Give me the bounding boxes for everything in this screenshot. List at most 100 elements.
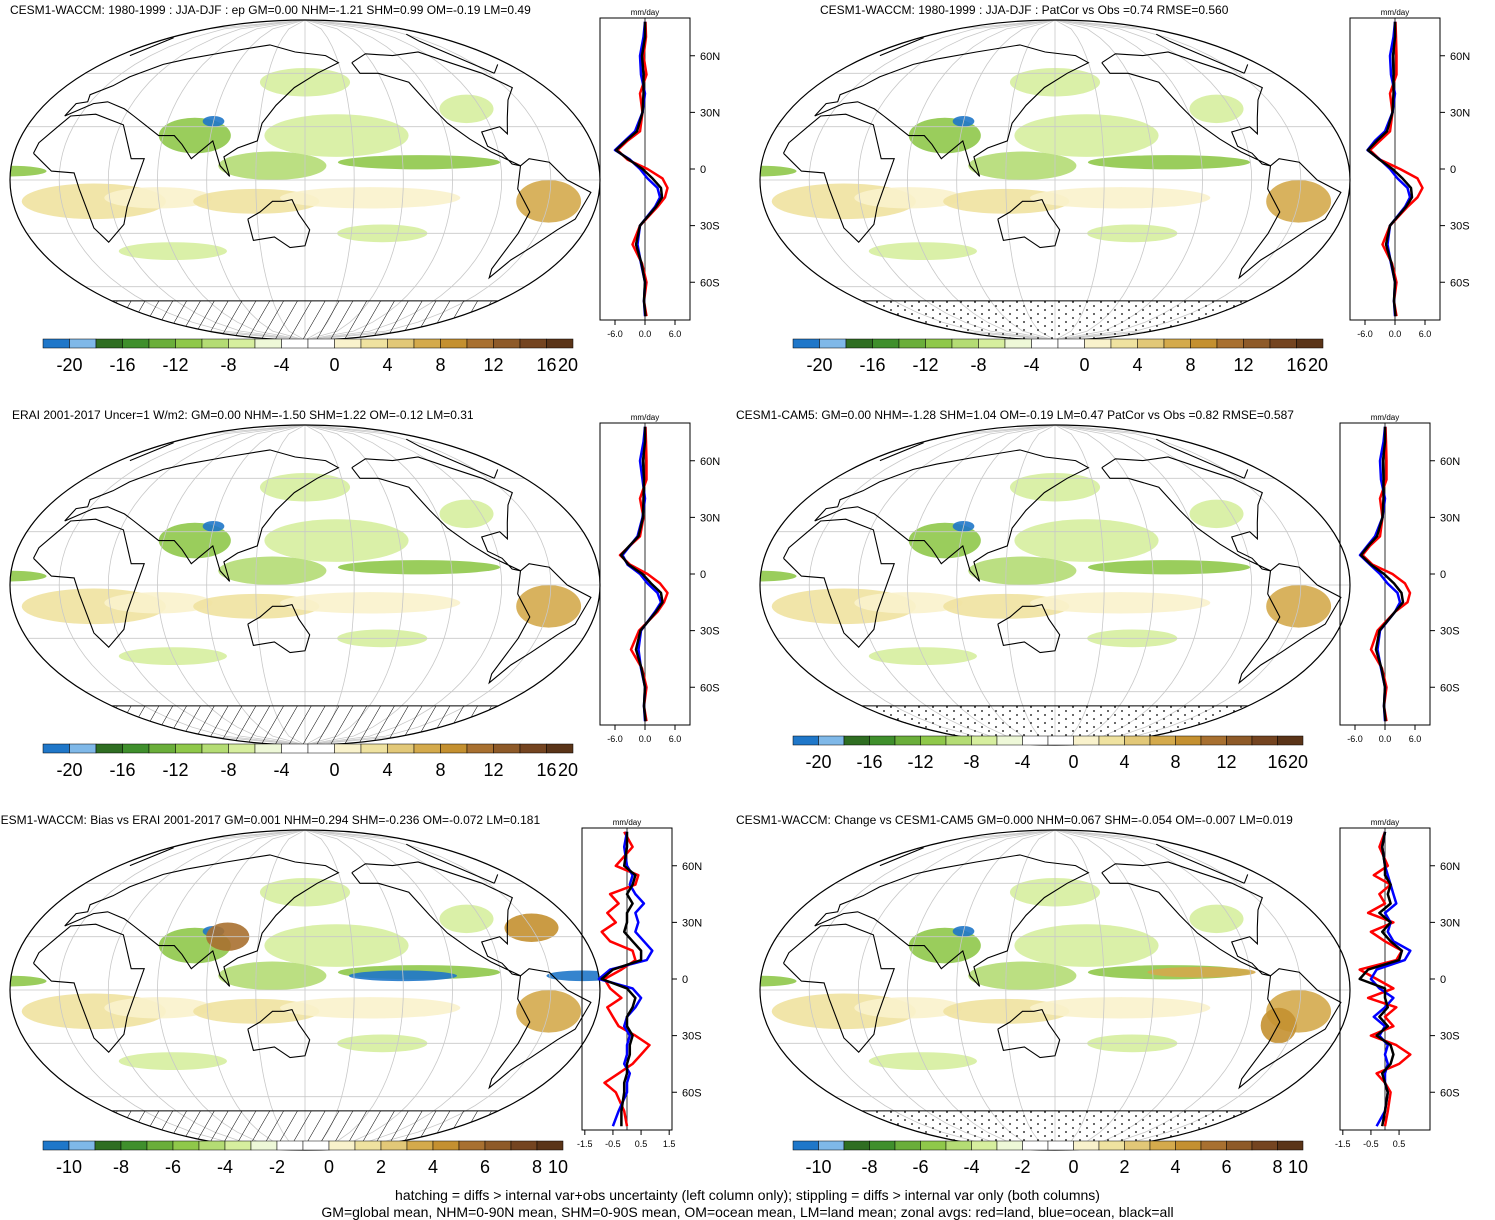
- colorbar-swatch: [843, 1140, 870, 1151]
- field-contour: [1189, 904, 1244, 934]
- map-plot: [759, 424, 1351, 746]
- coastline: [488, 158, 592, 280]
- colorbar-tick-label: 0: [329, 760, 339, 780]
- colorbar-swatch: [334, 743, 362, 754]
- colorbar-swatch: [328, 1140, 356, 1151]
- footer-line-2: GM=global mean, NHM=0-90N mean, SHM=0-90…: [321, 1204, 1174, 1220]
- colorbar-swatch: [201, 338, 229, 349]
- longitude-gridline: [808, 425, 1056, 745]
- coastline: [488, 563, 592, 685]
- colorbar-tick-label: -10: [56, 1157, 82, 1177]
- colorbar-swatch: [945, 735, 972, 746]
- coastline: [247, 603, 311, 654]
- coastline: [879, 33, 1249, 74]
- longitude-gridline: [1054, 830, 1105, 1150]
- colorbar-swatch: [120, 1140, 148, 1151]
- land-zonal-series: [1361, 426, 1412, 722]
- colorbar-swatch: [792, 338, 820, 349]
- all-zonal-series: [600, 831, 643, 1127]
- x-tick-label: -0.5: [605, 1139, 621, 1149]
- colorbar-tick-label: -20: [56, 355, 82, 375]
- colorbar-tick-label: 8: [1170, 752, 1180, 772]
- colorbar-tick-label: 0: [324, 1157, 334, 1177]
- coastline: [247, 198, 311, 249]
- colorbar-tick-label: -12: [162, 355, 188, 375]
- colorbar-tick-label: -4: [217, 1157, 233, 1177]
- longitude-gridline: [857, 425, 1056, 745]
- map-plot: [759, 829, 1351, 1151]
- colorbar-swatch: [845, 338, 873, 349]
- colorbar-swatch: [519, 338, 547, 349]
- colorbar-swatch: [1137, 338, 1165, 349]
- coastline: [129, 33, 499, 74]
- colorbar-swatch: [307, 743, 335, 754]
- colorbar-swatch: [493, 338, 521, 349]
- colorbar-swatch: [466, 743, 494, 754]
- colorbar-swatch: [1149, 735, 1176, 746]
- coastline: [814, 44, 1090, 177]
- longitude-gridline: [206, 830, 306, 1150]
- longitude-gridline: [304, 425, 453, 745]
- colorbar-swatch: [996, 1140, 1023, 1151]
- colorbar-swatch: [546, 338, 574, 349]
- x-tick-label: -6.0: [607, 734, 623, 744]
- latitude-tick-label: 30S: [700, 221, 720, 233]
- colorbar-swatch: [175, 338, 203, 349]
- longitude-gridline: [808, 20, 1056, 340]
- field-contour: [968, 961, 1077, 990]
- colorbar-swatch: [1073, 735, 1100, 746]
- colorbar-tick-label: 8: [532, 1157, 542, 1177]
- colorbar-swatch: [360, 338, 388, 349]
- longitude-gridline: [907, 20, 1056, 340]
- colorbar-tick-label: 12: [1216, 752, 1236, 772]
- panel-1: CESM1-WACCM: 1980-1999 : JJA-DJF : ep GM…: [0, 0, 720, 395]
- coastline: [997, 198, 1061, 249]
- colorbar-swatch: [1047, 735, 1074, 746]
- colorbar-swatch: [1277, 735, 1304, 746]
- longitude-gridline: [206, 425, 306, 745]
- longitude-gridline: [304, 830, 355, 1150]
- colorbar-tick-label: -2: [1014, 1157, 1030, 1177]
- units-label: mm/day: [631, 413, 659, 422]
- latitude-tick-label: 60S: [682, 1087, 702, 1099]
- latitude-tick-label: 30N: [1440, 917, 1460, 929]
- colorbar-swatch: [254, 743, 282, 754]
- field-contour: [1260, 1007, 1297, 1044]
- longitude-gridline: [1054, 425, 1105, 745]
- coastline: [488, 968, 592, 1090]
- field-contour: [968, 556, 1077, 585]
- colorbar-tick-label: -6: [165, 1157, 181, 1177]
- coastline: [783, 113, 895, 244]
- longitude-gridline: [907, 830, 1056, 1150]
- colorbar-swatch: [413, 338, 441, 349]
- latitude-tick-label: 60S: [700, 682, 720, 694]
- colorbar-swatch: [920, 735, 947, 746]
- coastline: [814, 449, 1090, 582]
- longitude-gridline: [304, 425, 503, 745]
- colorbar-tick-label: 0: [1068, 1157, 1078, 1177]
- colorbar-tick-label: 8: [435, 355, 445, 375]
- field-contour: [439, 499, 494, 529]
- panel-3: ERAI 2001-2017 Uncer=1 W/m2: GM=0.00 NHM…: [0, 405, 720, 800]
- latitude-tick-label: 60N: [1440, 456, 1460, 468]
- latitude-tick-label: 30N: [682, 917, 702, 929]
- field-contour: [218, 151, 327, 180]
- colorbar-swatch: [42, 1140, 70, 1151]
- latitude-tick-label: 30N: [700, 512, 720, 524]
- colorbar-tick-label: 12: [483, 355, 503, 375]
- colorbar-swatch: [1163, 338, 1191, 349]
- field-contour: [264, 114, 409, 157]
- coastline: [997, 603, 1061, 654]
- colorbar-swatch: [519, 743, 547, 754]
- field-contour: [1014, 519, 1159, 562]
- latitude-tick-label: 0: [700, 569, 706, 581]
- coastline: [879, 843, 1249, 884]
- colorbar-tick-label: -12: [162, 760, 188, 780]
- coastline: [33, 113, 145, 244]
- all-zonal-series: [619, 426, 664, 722]
- colorbar-tick-label: 20: [1308, 355, 1328, 375]
- longitude-gridline: [255, 425, 306, 745]
- longitude-gridline: [956, 425, 1056, 745]
- colorbar-swatch: [1200, 735, 1227, 746]
- colorbar: -10 -8 -6 -4 -2 0 2 4 6 8 10: [42, 1140, 568, 1177]
